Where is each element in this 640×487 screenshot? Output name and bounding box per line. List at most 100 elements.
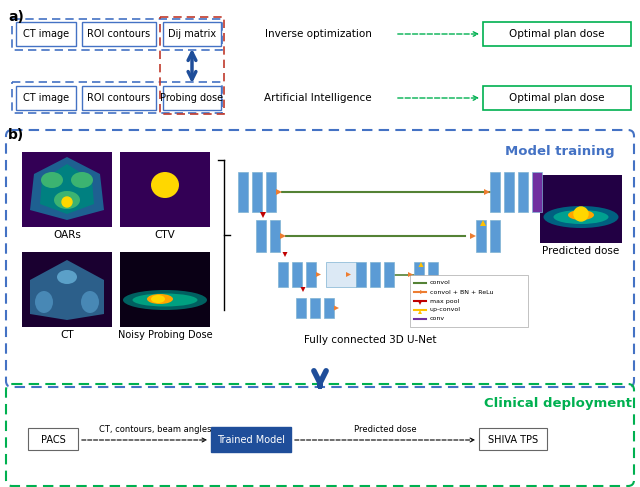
Ellipse shape bbox=[57, 270, 77, 284]
Polygon shape bbox=[282, 252, 287, 257]
Text: convol: convol bbox=[430, 281, 451, 285]
Bar bbox=[410, 275, 528, 327]
Text: CT: CT bbox=[60, 330, 74, 340]
Polygon shape bbox=[316, 272, 321, 277]
Bar bbox=[16, 86, 76, 110]
Bar bbox=[310, 298, 320, 318]
Bar bbox=[28, 428, 78, 450]
Polygon shape bbox=[408, 272, 413, 277]
Text: max pool: max pool bbox=[430, 299, 460, 303]
Text: CT image: CT image bbox=[23, 29, 69, 39]
Text: Clinical deployment: Clinical deployment bbox=[484, 396, 632, 410]
Bar bbox=[256, 220, 266, 252]
Bar bbox=[504, 172, 514, 212]
Bar bbox=[22, 252, 112, 327]
Bar bbox=[270, 220, 280, 252]
Text: Fully connected 3D U-Net: Fully connected 3D U-Net bbox=[304, 335, 436, 345]
Polygon shape bbox=[280, 233, 286, 239]
Bar bbox=[292, 262, 302, 287]
Bar bbox=[414, 262, 424, 287]
Bar bbox=[428, 262, 438, 287]
Bar bbox=[490, 172, 500, 212]
Text: Optimal plan dose: Optimal plan dose bbox=[509, 93, 605, 103]
Ellipse shape bbox=[123, 290, 207, 310]
Text: PACS: PACS bbox=[40, 435, 65, 445]
Text: Probing dose: Probing dose bbox=[161, 93, 223, 103]
Bar bbox=[266, 172, 276, 212]
Circle shape bbox=[574, 207, 588, 221]
Text: Inverse optimization: Inverse optimization bbox=[264, 29, 371, 39]
Text: Model training: Model training bbox=[505, 146, 615, 158]
Polygon shape bbox=[334, 305, 339, 311]
Bar bbox=[490, 220, 500, 252]
Bar bbox=[306, 262, 316, 287]
Ellipse shape bbox=[81, 291, 99, 313]
Bar bbox=[324, 298, 334, 318]
Polygon shape bbox=[480, 220, 486, 226]
Bar bbox=[120, 252, 210, 327]
Ellipse shape bbox=[151, 295, 165, 303]
Bar bbox=[356, 262, 366, 287]
Circle shape bbox=[62, 197, 72, 207]
Bar bbox=[532, 172, 542, 212]
Polygon shape bbox=[346, 272, 351, 277]
Polygon shape bbox=[30, 157, 104, 220]
Text: Noisy Probing Dose: Noisy Probing Dose bbox=[118, 330, 212, 340]
Text: b): b) bbox=[8, 128, 24, 142]
Ellipse shape bbox=[147, 294, 173, 304]
Bar bbox=[326, 262, 356, 287]
Polygon shape bbox=[30, 260, 104, 320]
Bar bbox=[479, 428, 547, 450]
Text: Trained Model: Trained Model bbox=[217, 435, 285, 445]
Text: Predicted dose: Predicted dose bbox=[542, 246, 620, 256]
Bar bbox=[163, 86, 221, 110]
Text: a): a) bbox=[8, 10, 24, 24]
Bar bbox=[160, 17, 224, 114]
Polygon shape bbox=[260, 212, 266, 218]
Text: CTV: CTV bbox=[155, 230, 175, 240]
Text: ROI contours: ROI contours bbox=[88, 93, 150, 103]
Polygon shape bbox=[418, 310, 422, 314]
Ellipse shape bbox=[151, 172, 179, 198]
Text: Optimal plan dose: Optimal plan dose bbox=[509, 29, 605, 39]
Polygon shape bbox=[419, 262, 424, 267]
Polygon shape bbox=[420, 290, 424, 294]
Text: conv: conv bbox=[430, 317, 445, 321]
Bar bbox=[82, 22, 156, 46]
Text: CT image: CT image bbox=[23, 93, 69, 103]
Text: OARs: OARs bbox=[53, 230, 81, 240]
Polygon shape bbox=[470, 233, 476, 239]
Polygon shape bbox=[301, 287, 305, 292]
Bar bbox=[252, 172, 262, 212]
Bar bbox=[476, 220, 486, 252]
Bar bbox=[12, 82, 222, 113]
Text: SHIVA TPS: SHIVA TPS bbox=[488, 435, 538, 445]
Bar bbox=[22, 152, 112, 227]
Ellipse shape bbox=[35, 291, 53, 313]
Ellipse shape bbox=[41, 172, 63, 188]
Bar bbox=[163, 22, 221, 46]
Bar bbox=[211, 427, 291, 452]
Text: up-convol: up-convol bbox=[430, 307, 461, 313]
Polygon shape bbox=[40, 164, 94, 214]
Text: Dij matrix: Dij matrix bbox=[168, 29, 216, 39]
Polygon shape bbox=[484, 189, 490, 195]
Ellipse shape bbox=[554, 210, 609, 224]
Ellipse shape bbox=[54, 191, 80, 209]
Ellipse shape bbox=[71, 172, 93, 188]
Ellipse shape bbox=[543, 206, 618, 228]
Ellipse shape bbox=[568, 210, 594, 220]
Text: convol + BN + ReLu: convol + BN + ReLu bbox=[430, 289, 493, 295]
Ellipse shape bbox=[132, 294, 198, 306]
Polygon shape bbox=[276, 189, 282, 195]
Bar bbox=[540, 175, 622, 243]
Bar bbox=[82, 86, 156, 110]
Bar bbox=[483, 22, 631, 46]
Bar bbox=[370, 262, 380, 287]
Bar bbox=[384, 262, 394, 287]
Bar bbox=[518, 172, 528, 212]
Bar bbox=[16, 22, 76, 46]
Text: ROI contours: ROI contours bbox=[88, 29, 150, 39]
Text: Artificial Intelligence: Artificial Intelligence bbox=[264, 93, 372, 103]
Bar bbox=[278, 262, 288, 287]
